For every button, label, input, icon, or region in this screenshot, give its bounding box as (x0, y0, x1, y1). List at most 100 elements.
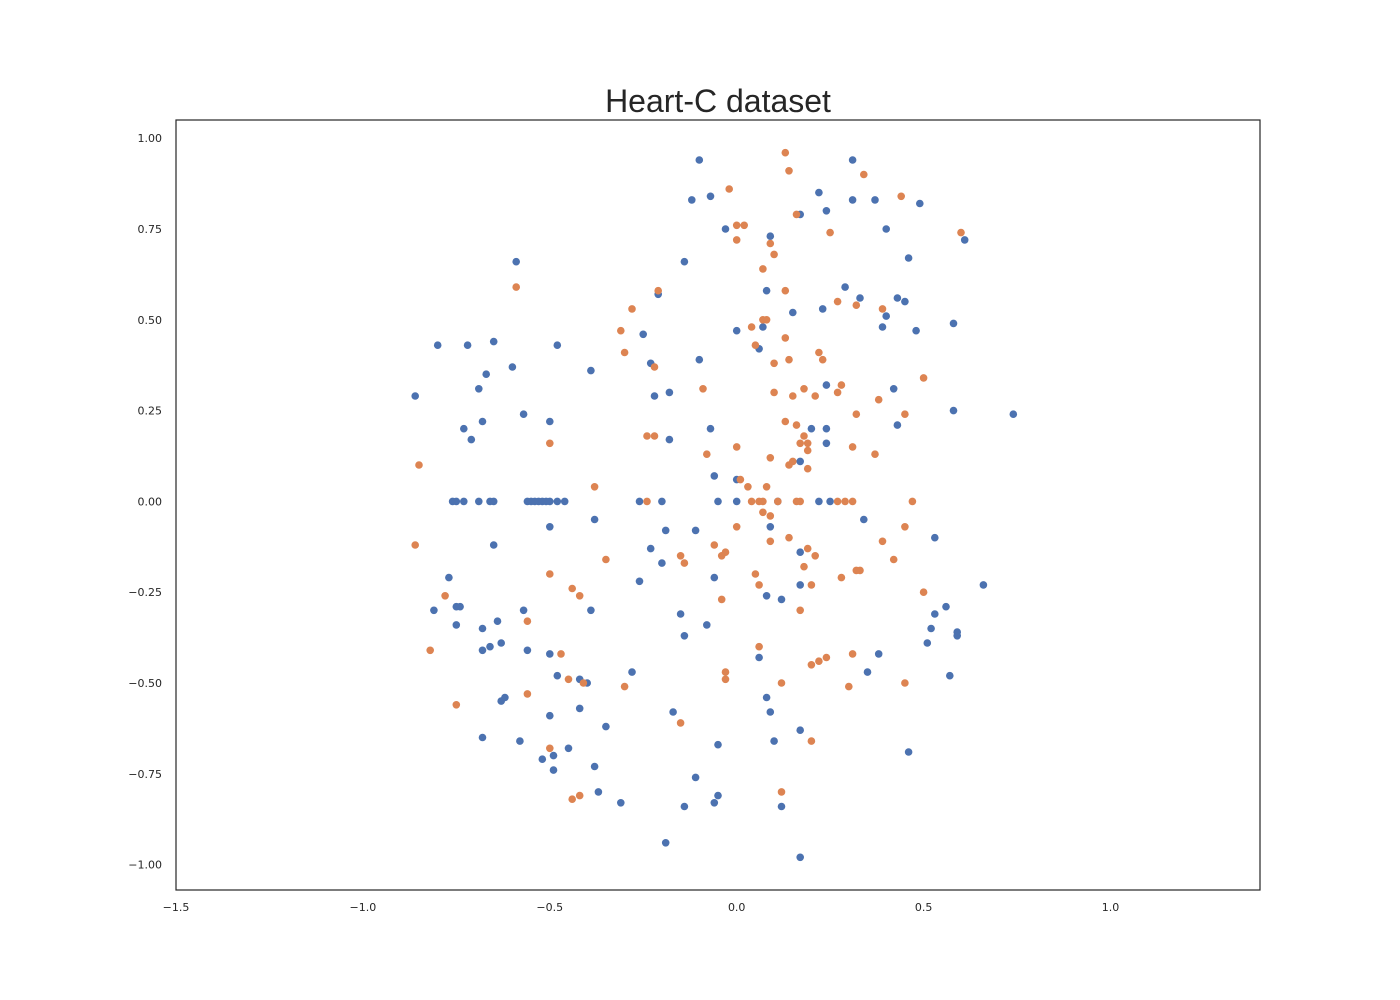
scatter-point-series-1 (916, 199, 924, 208)
scatter-point-series-1 (523, 646, 532, 655)
scatter-point-series-2 (803, 464, 812, 473)
scatter-point-series-2 (848, 497, 857, 506)
scatter-point-series-2 (848, 650, 857, 658)
scatter-point-series-1 (703, 621, 711, 629)
scatter-point-series-1 (721, 225, 730, 233)
scatter-point-series-1 (882, 312, 890, 320)
plot-frame (175, 119, 1261, 891)
scatter-point-series-1 (489, 497, 498, 506)
scatter-point-series-1 (460, 424, 468, 433)
scatter-point-series-2 (759, 265, 767, 273)
scatter-point-series-1 (777, 802, 786, 811)
scatter-point-series-1 (546, 650, 554, 658)
scatter-point-series-2 (815, 348, 823, 357)
scatter-point-series-1 (796, 853, 804, 862)
scatter-point-series-1 (661, 839, 670, 847)
scatter-point-series-1 (508, 363, 517, 371)
x-tick-label: 0.0 (728, 901, 746, 914)
scatter-point-series-1 (889, 385, 898, 393)
scatter-point-series-1 (478, 646, 487, 655)
scatter-point-series-2 (744, 483, 752, 491)
scatter-point-series-1 (478, 624, 487, 633)
scatter-point-series-2 (826, 228, 834, 237)
scatter-point-series-1 (822, 424, 831, 433)
scatter-point-series-1 (714, 791, 722, 800)
scatter-point-series-2 (908, 497, 917, 506)
scatter-point-series-2 (807, 737, 816, 745)
scatter-point-series-1 (497, 639, 506, 647)
scatter-point-series-1 (553, 497, 562, 506)
scatter-point-series-2 (822, 653, 831, 662)
scatter-point-series-2 (717, 595, 726, 604)
scatter-point-series-2 (703, 450, 711, 459)
scatter-point-series-1 (863, 668, 872, 676)
scatter-point-series-2 (452, 701, 461, 709)
scatter-point-series-2 (856, 566, 864, 575)
scatter-point-series-2 (919, 374, 928, 382)
scatter-point-series-1 (893, 421, 902, 429)
scatter-point-series-1 (560, 497, 569, 506)
scatter-point-series-2 (770, 388, 778, 397)
scatter-point-series-2 (919, 588, 928, 596)
scatter-point-series-2 (699, 385, 707, 393)
scatter-point-series-1 (878, 323, 887, 331)
scatter-point-series-2 (732, 443, 741, 451)
scatter-point-series-2 (546, 744, 554, 753)
scatter-point-series-2 (564, 675, 573, 684)
scatter-point-series-2 (781, 148, 790, 157)
scatter-point-series-2 (796, 439, 804, 448)
scatter-point-series-1 (893, 294, 902, 302)
scatter-point-series-2 (740, 221, 748, 230)
scatter-point-series-1 (489, 541, 498, 549)
scatter-point-series-2 (575, 592, 584, 600)
scatter-point-series-2 (777, 679, 786, 687)
scatter-point-series-1 (411, 392, 420, 400)
scatter-point-series-1 (949, 406, 958, 415)
scatter-point-series-2 (523, 617, 532, 625)
scatter-point-series-1 (841, 283, 849, 291)
scatter-point-series-1 (493, 617, 502, 625)
scatter-point-series-2 (770, 250, 778, 259)
scatter-point-series-1 (796, 726, 804, 734)
scatter-point-series-1 (452, 497, 461, 506)
scatter-point-series-2 (766, 454, 775, 462)
scatter-point-series-2 (766, 512, 775, 520)
scatter-point-series-1 (691, 526, 700, 535)
scatter-point-series-1 (549, 751, 558, 760)
scatter-point-series-2 (676, 552, 685, 560)
scatter-point-series-2 (789, 392, 797, 400)
scatter-point-series-2 (721, 675, 730, 684)
scatter-point-series-2 (736, 475, 745, 484)
scatter-point-series-1 (826, 497, 834, 506)
scatter-point-series-1 (433, 341, 442, 350)
scatter-point-series-1 (456, 602, 464, 611)
scatter-point-series-1 (658, 559, 666, 567)
scatter-point-series-1 (680, 257, 689, 266)
scatter-point-series-2 (546, 570, 554, 578)
scatter-point-series-1 (594, 788, 603, 796)
scatter-point-series-1 (628, 668, 636, 676)
scatter-point-series-2 (901, 523, 909, 531)
scatter-point-series-1 (590, 762, 599, 771)
y-tick-label: −0.25 (128, 586, 162, 599)
scatter-point-series-2 (721, 548, 730, 556)
scatter-point-series-1 (646, 544, 655, 553)
scatter-point-series-1 (688, 196, 696, 204)
y-tick-label: 1.00 (138, 132, 163, 145)
scatter-point-series-1 (478, 733, 487, 742)
scatter-point-series-2 (512, 283, 520, 291)
scatter-point-series-1 (695, 355, 704, 364)
scatter-point-series-2 (785, 533, 793, 542)
scatter-point-series-2 (815, 657, 823, 665)
data-points (411, 148, 1018, 862)
scatter-point-series-2 (755, 642, 763, 651)
scatter-point-series-2 (901, 679, 909, 687)
scatter-point-series-1 (949, 319, 958, 328)
scatter-point-series-2 (546, 439, 554, 448)
y-tick-label: 0.00 (138, 495, 163, 508)
scatter-point-series-2 (833, 497, 842, 506)
scatter-point-series-2 (650, 363, 659, 371)
scatter-point-series-2 (766, 239, 775, 248)
scatter-point-series-1 (706, 192, 715, 201)
